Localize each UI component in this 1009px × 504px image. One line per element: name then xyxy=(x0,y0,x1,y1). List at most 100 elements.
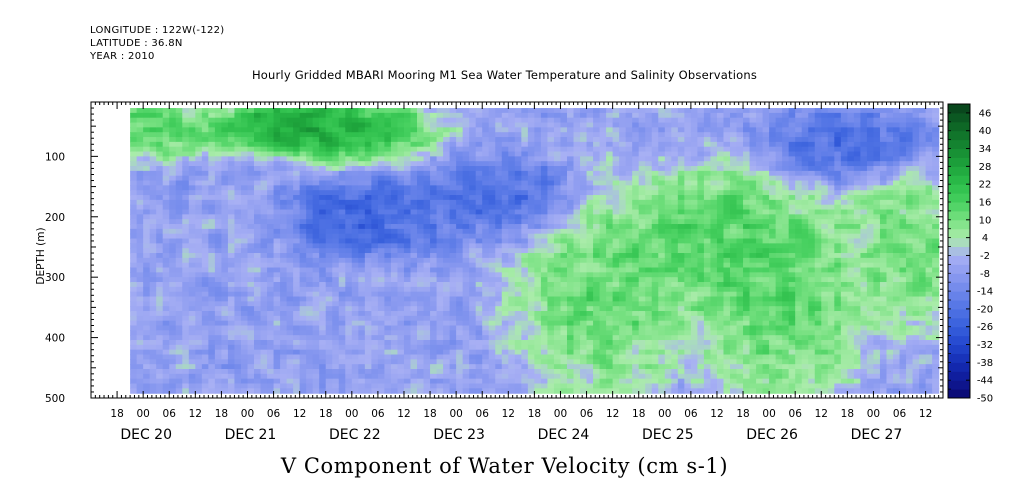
heatmap-cell xyxy=(201,108,209,114)
heatmap-cell xyxy=(403,170,412,177)
heatmap-cell xyxy=(312,233,320,240)
heatmap-cell xyxy=(553,320,562,327)
heatmap-cell xyxy=(436,296,444,302)
heatmap-cell xyxy=(234,141,242,148)
heatmap-cell xyxy=(390,262,399,269)
heatmap-cell xyxy=(488,306,496,312)
heatmap-cell xyxy=(436,132,444,138)
heatmap-cell xyxy=(410,267,418,273)
heatmap-cell xyxy=(632,257,640,264)
heatmap-cell xyxy=(638,243,646,249)
heatmap-cell xyxy=(299,146,307,153)
heatmap-cell xyxy=(664,204,672,211)
heatmap-cell xyxy=(227,112,236,119)
heatmap-cell xyxy=(306,262,314,269)
heatmap-cell xyxy=(162,277,170,283)
heatmap-cell xyxy=(325,364,333,370)
heatmap-cell xyxy=(299,219,307,225)
heatmap-cell xyxy=(580,112,588,119)
heatmap-cell xyxy=(638,378,646,385)
heatmap-cell xyxy=(371,257,379,264)
heatmap-cell xyxy=(175,156,183,162)
heatmap-cell xyxy=(417,248,425,254)
heatmap-cell xyxy=(410,378,418,385)
heatmap-cell xyxy=(514,170,522,177)
heatmap-cell xyxy=(338,228,346,235)
heatmap-cell xyxy=(338,388,346,394)
heatmap-cell xyxy=(573,369,581,375)
heatmap-cell xyxy=(377,354,386,360)
heatmap-cell xyxy=(247,166,255,172)
heatmap-cell xyxy=(625,161,633,167)
heatmap-cell xyxy=(351,369,359,375)
heatmap-cell xyxy=(593,301,601,307)
heatmap-cell xyxy=(677,185,685,191)
heatmap-cell xyxy=(221,325,229,331)
heatmap-cell xyxy=(306,248,314,254)
heatmap-cell xyxy=(456,253,464,259)
heatmap-cell xyxy=(560,238,568,244)
heatmap-cell xyxy=(586,146,594,153)
heatmap-cell xyxy=(143,311,151,317)
heatmap-cell xyxy=(227,335,236,341)
heatmap-cell xyxy=(482,364,490,370)
heatmap-cell xyxy=(573,209,581,215)
heatmap-cell xyxy=(227,132,236,138)
heatmap-cell xyxy=(358,248,366,254)
heatmap-cell xyxy=(240,378,249,385)
heatmap-cell xyxy=(638,156,646,162)
heatmap-cell xyxy=(260,238,268,244)
heatmap-cell xyxy=(612,301,620,307)
heatmap-cell xyxy=(267,219,275,225)
heatmap-cell xyxy=(149,209,157,215)
heatmap-cell xyxy=(534,369,542,375)
heatmap-cell xyxy=(201,224,209,230)
heatmap-cell xyxy=(456,122,464,128)
heatmap-cell xyxy=(547,156,555,162)
heatmap-cell xyxy=(306,146,314,153)
heatmap-cell xyxy=(364,325,372,331)
heatmap-cell xyxy=(162,199,170,206)
heatmap-cell xyxy=(286,282,294,288)
heatmap-cell xyxy=(488,364,496,370)
heatmap-cell xyxy=(130,354,138,360)
heatmap-cell xyxy=(410,161,418,167)
heatmap-cell xyxy=(606,349,614,356)
heatmap-cell xyxy=(364,185,372,191)
heatmap-cell xyxy=(482,291,490,298)
heatmap-cell xyxy=(201,272,209,278)
heatmap-cell xyxy=(312,296,320,302)
heatmap-cell xyxy=(632,214,640,220)
heatmap-cell xyxy=(436,267,444,273)
heatmap-cell xyxy=(508,272,516,278)
heatmap-cell xyxy=(436,354,444,360)
heatmap-cell xyxy=(410,248,418,254)
heatmap-cell xyxy=(423,340,431,346)
heatmap-cell xyxy=(384,291,392,298)
heatmap-cell xyxy=(325,373,333,380)
heatmap-cell xyxy=(201,291,209,298)
heatmap-cell xyxy=(338,315,346,322)
heatmap-cell xyxy=(469,320,477,327)
heatmap-cell xyxy=(201,262,209,269)
heatmap-cell xyxy=(671,272,679,278)
heatmap-cell xyxy=(364,243,372,249)
heatmap-cell xyxy=(338,170,346,177)
heatmap-cell xyxy=(580,204,588,211)
heatmap-cell xyxy=(397,282,405,288)
heatmap-cell xyxy=(273,199,281,206)
heatmap-cell xyxy=(227,320,236,327)
heatmap-cell xyxy=(593,209,601,215)
heatmap-cell xyxy=(364,349,372,356)
heatmap-cell xyxy=(449,282,457,288)
heatmap-cell xyxy=(664,320,672,327)
heatmap-cell xyxy=(514,209,522,215)
heatmap-cell xyxy=(319,301,327,307)
heatmap-cell xyxy=(384,296,392,302)
heatmap-cell xyxy=(436,156,444,162)
heatmap-cell xyxy=(221,170,229,177)
heatmap-cell xyxy=(638,349,646,356)
heatmap-cell xyxy=(397,272,405,278)
heatmap-cell xyxy=(456,108,464,114)
heatmap-cell xyxy=(508,166,516,172)
